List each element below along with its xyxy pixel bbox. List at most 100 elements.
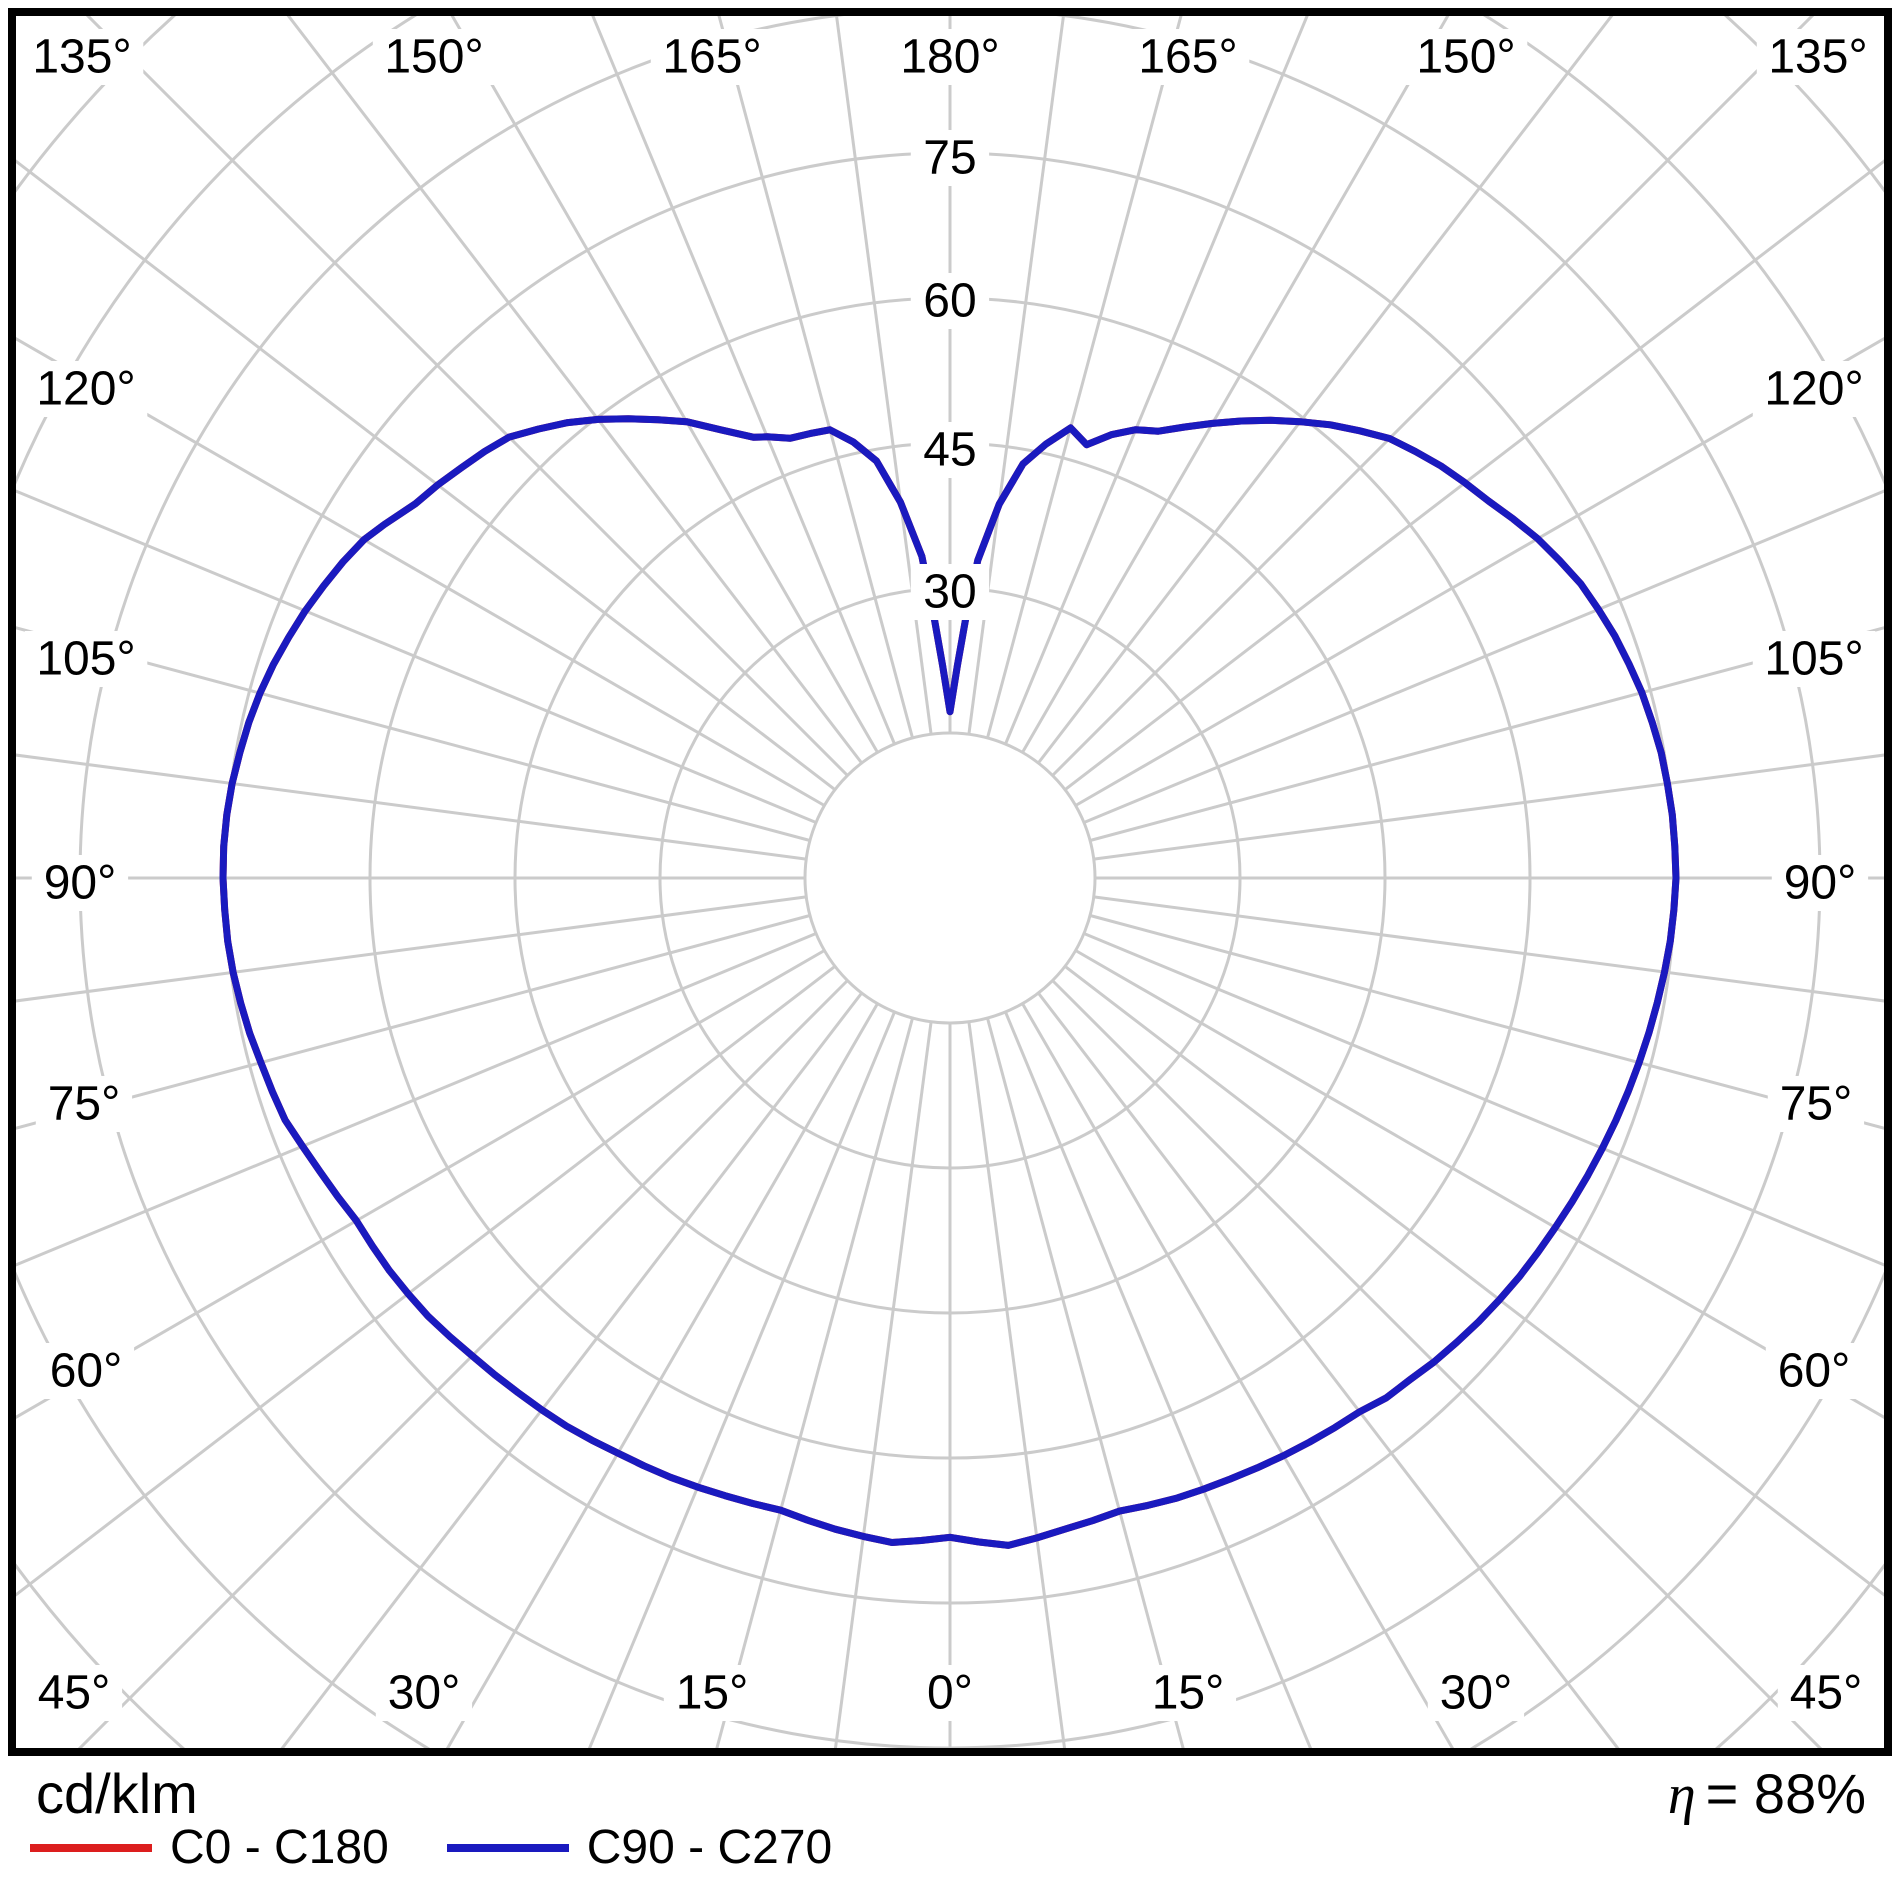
grid-spoke [967, 16, 1065, 735]
angle-label: 75° [1780, 1078, 1853, 1131]
curves [219, 415, 1680, 1549]
grid-spoke [717, 16, 914, 739]
angle-label-bg [31, 855, 129, 911]
angle-label: 90° [44, 857, 117, 910]
grid-spoke [16, 626, 811, 842]
radial-tick-label: 60 [923, 275, 976, 328]
grid-spoke [16, 965, 836, 1597]
grid-spoke [835, 16, 933, 735]
grid-spoke [1089, 626, 1884, 842]
angle-label: 105° [36, 633, 135, 686]
angle-label-bg [1771, 855, 1869, 911]
grid-spoke [16, 895, 807, 1003]
angle-label-bg [24, 631, 148, 687]
angle-label-bg [25, 1665, 123, 1721]
angle-label-bg [37, 1343, 135, 1399]
angle-label-bg [663, 1665, 761, 1721]
legend-label-c0-c180: C0 - C180 [170, 1821, 389, 1874]
grid-spoke [16, 753, 807, 861]
angle-label: 165° [662, 31, 761, 84]
grid-spoke [1083, 932, 1884, 1267]
grid-spoke [280, 992, 863, 1748]
angle-label: 150° [384, 31, 483, 84]
grid-spoke [16, 337, 826, 807]
angle-label: 30° [1440, 1667, 1513, 1720]
grid-spoke [1074, 337, 1884, 807]
grid-spoke [715, 1017, 914, 1748]
grid-spoke [445, 1002, 879, 1748]
angle-label-bg [1752, 631, 1876, 687]
radial-tick-label: 30 [923, 566, 976, 619]
angle-label: 150° [1416, 31, 1515, 84]
grid-spoke [1064, 965, 1884, 1597]
grid-spoke [986, 16, 1183, 739]
grid-spoke [1021, 16, 1450, 754]
angle-label-bg [1126, 29, 1250, 85]
grid-spoke [833, 1021, 933, 1748]
angle-label: 90° [1784, 857, 1857, 910]
grid-spoke [967, 1021, 1067, 1748]
grid-spoke [1037, 16, 1614, 764]
legend: C0 - C180 C90 - C270 [30, 1822, 890, 1874]
angle-label: 105° [1764, 633, 1863, 686]
grid-spoke [16, 932, 817, 1267]
angle-label-bg [35, 1076, 133, 1132]
eta-symbol: η [1667, 1764, 1696, 1826]
angle-label-bg [375, 1665, 473, 1721]
angle-label-bg [372, 29, 496, 85]
radial-tick-label: 75 [923, 132, 976, 185]
angle-label: 45° [1790, 1667, 1863, 1720]
angle-label: 30° [388, 1667, 461, 1720]
grid-spoke [1083, 489, 1884, 824]
efficiency-value: = 88% [1705, 1762, 1866, 1825]
grid-spoke [286, 16, 863, 764]
grid-spoke [986, 1017, 1185, 1748]
angle-label-bg [1765, 1343, 1863, 1399]
legend-swatch-c0-c180 [30, 1844, 152, 1852]
grid-spoke [1004, 1011, 1313, 1748]
angle-label: 15° [1152, 1667, 1225, 1720]
angle-label: 45° [38, 1667, 111, 1720]
grid-spoke [1093, 753, 1884, 861]
grid-spoke [1093, 895, 1884, 1003]
grid-spoke [16, 949, 826, 1419]
radial-tick-label-bg [910, 273, 990, 329]
grid-spoke [1021, 1002, 1455, 1748]
grid-spoke [450, 16, 879, 754]
angle-label-bg [1777, 1665, 1875, 1721]
grid-spoke [591, 16, 896, 745]
angle-label-bg [1139, 1665, 1237, 1721]
efficiency-readout: η = 88% [1667, 1762, 1866, 1826]
angle-label-bg [1752, 361, 1876, 417]
grid-spoke [1074, 949, 1884, 1419]
angle-label-bg [888, 29, 1012, 85]
plot-border [8, 8, 1892, 1756]
radial-tick-label: 45 [923, 424, 976, 477]
angle-label-bg [24, 361, 148, 417]
radial-tick-label-bg [910, 130, 990, 186]
curve-c90-c270 [219, 415, 1680, 1549]
angle-label-bg [1767, 1076, 1865, 1132]
unit-label: cd/klm [36, 1762, 198, 1825]
angle-label-bg [650, 29, 774, 85]
radial-tick-label-bg [910, 422, 990, 478]
angle-label: 60° [1778, 1345, 1851, 1398]
legend-label-c90-c270: C90 - C270 [586, 1821, 833, 1874]
angle-label: 165° [1138, 31, 1237, 84]
angle-label: 120° [36, 363, 135, 416]
angle-label: 135° [1768, 31, 1867, 84]
angle-label-bg [914, 1665, 986, 1721]
angle-label: 120° [1764, 363, 1863, 416]
angle-label-bg [20, 29, 144, 85]
grid-spoke [1037, 992, 1620, 1748]
angle-label: 135° [32, 31, 131, 84]
legend-swatch-c90-c270 [446, 1844, 569, 1852]
angle-label-bg [1756, 29, 1880, 85]
angle-label: 180° [900, 31, 999, 84]
angle-label: 75° [48, 1078, 121, 1131]
grid-spoke [16, 159, 836, 791]
grid-spoke [1004, 16, 1309, 745]
grid-spoke [16, 489, 817, 824]
